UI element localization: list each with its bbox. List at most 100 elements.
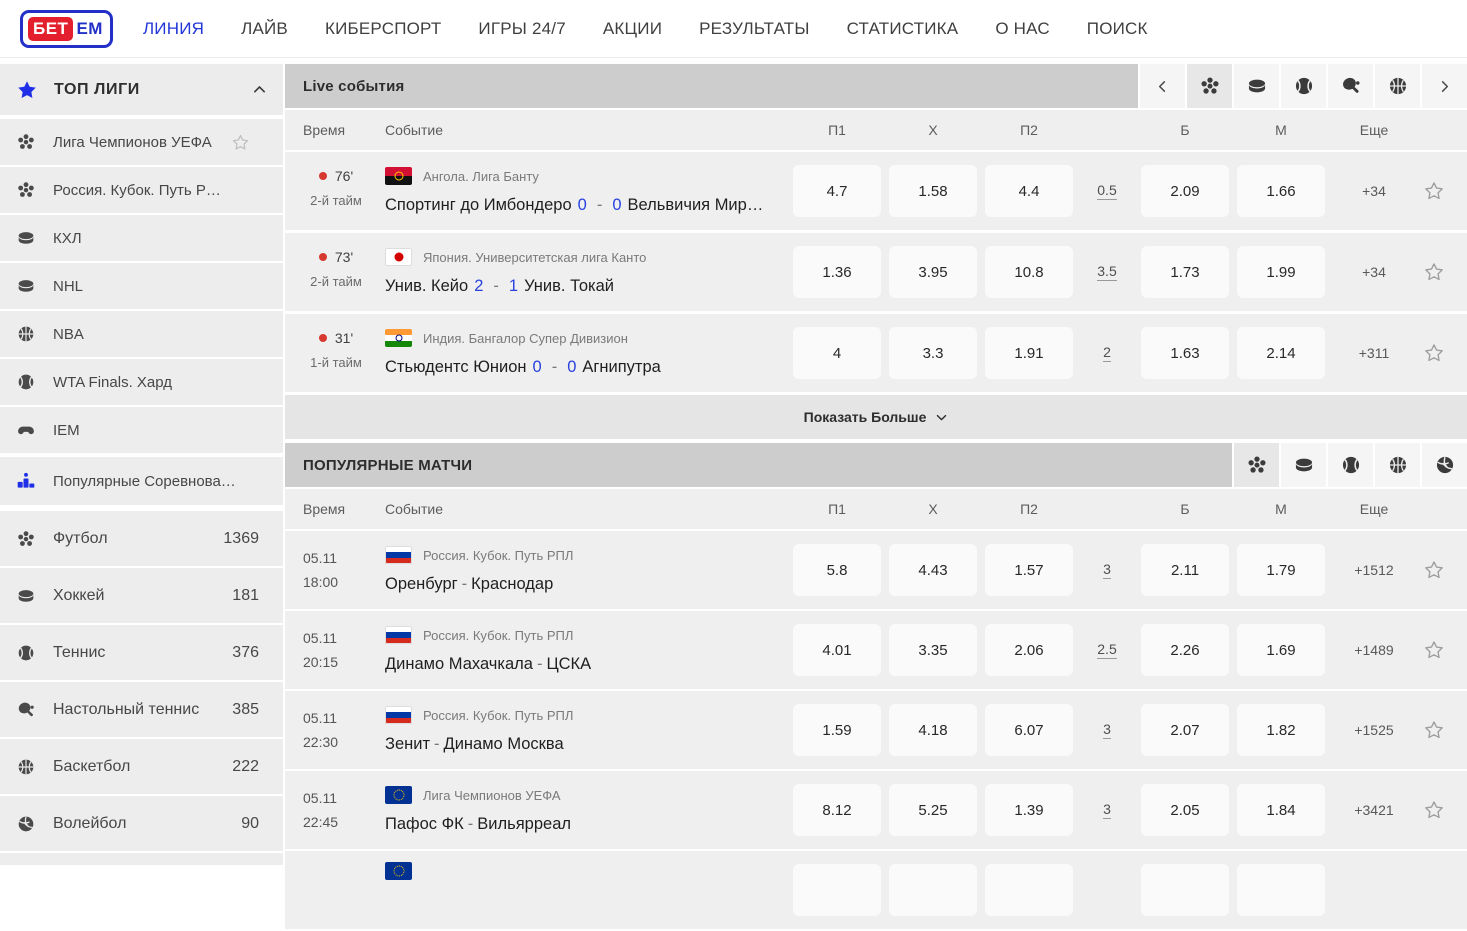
nav-search[interactable]: ПОИСК bbox=[1086, 18, 1148, 38]
popular-tab-tennis[interactable] bbox=[1328, 443, 1373, 487]
sidebar-item-football[interactable]: Футбол 1369 bbox=[0, 511, 283, 566]
odd-x[interactable]: 3.95 bbox=[889, 246, 977, 298]
league-name[interactable]: Россия. Кубок. Путь РПЛ bbox=[423, 548, 574, 563]
sidebar-item-basketball[interactable]: Баскетбол 222 bbox=[0, 739, 283, 794]
odd-x[interactable]: 3.35 bbox=[889, 624, 977, 676]
odd-under[interactable]: 1.79 bbox=[1237, 544, 1325, 596]
more-bets-link[interactable]: +34 bbox=[1362, 264, 1386, 280]
odd-over[interactable] bbox=[1141, 864, 1229, 916]
odd-over[interactable]: 2.26 bbox=[1141, 624, 1229, 676]
nav-games-24-7[interactable]: ИГРЫ 24/7 bbox=[478, 18, 566, 38]
odd-under[interactable]: 1.84 bbox=[1237, 784, 1325, 836]
nav-results[interactable]: РЕЗУЛЬТАТЫ bbox=[699, 18, 810, 38]
more-bets-link[interactable]: +311 bbox=[1358, 345, 1390, 361]
odd-x[interactable]: 4.43 bbox=[889, 544, 977, 596]
odd-x[interactable]: 5.25 bbox=[889, 784, 977, 836]
match-teams[interactable]: Пафос ФК - Вильярреал bbox=[385, 815, 571, 833]
odd-p2[interactable]: 6.07 bbox=[985, 704, 1073, 756]
odd-over[interactable]: 2.11 bbox=[1141, 544, 1229, 596]
odd-p1[interactable]: 1.36 bbox=[793, 246, 881, 298]
top-leagues-header[interactable]: ТОП ЛИГИ bbox=[0, 64, 283, 115]
odd-p2[interactable]: 4.4 bbox=[985, 165, 1073, 217]
more-bets-link[interactable]: +1489 bbox=[1354, 642, 1394, 658]
nav-liniya[interactable]: ЛИНИЯ bbox=[142, 18, 205, 38]
odd-under[interactable]: 1.69 bbox=[1237, 624, 1325, 676]
league-name[interactable]: Япония. Университетская лига Канто bbox=[423, 250, 647, 265]
nav-promos[interactable]: АКЦИИ bbox=[602, 18, 663, 38]
odd-p1[interactable]: 4 bbox=[793, 327, 881, 379]
popular-tab-volleyball[interactable] bbox=[1422, 443, 1467, 487]
favorite-star-icon[interactable] bbox=[1423, 719, 1445, 741]
odd-over[interactable]: 1.73 bbox=[1141, 246, 1229, 298]
odd-over[interactable]: 1.63 bbox=[1141, 327, 1229, 379]
odd-p2[interactable]: 1.91 bbox=[985, 327, 1073, 379]
sidebar-item-volleyball[interactable]: Волейбол 90 bbox=[0, 796, 283, 851]
match-teams[interactable]: Динамо Махачкала - ЦСКА bbox=[385, 655, 592, 673]
sidebar-item-nhl[interactable]: NHL bbox=[0, 263, 283, 309]
odd-p1[interactable]: 4.7 bbox=[793, 165, 881, 217]
popular-tab-basketball[interactable] bbox=[1375, 443, 1420, 487]
odd-under[interactable]: 1.82 bbox=[1237, 704, 1325, 756]
odd-p2[interactable]: 1.57 bbox=[985, 544, 1073, 596]
more-bets-link[interactable]: +1512 bbox=[1354, 562, 1394, 578]
popular-tab-football[interactable] bbox=[1234, 443, 1279, 487]
sidebar-item-khl[interactable]: КХЛ bbox=[0, 215, 283, 261]
odd-x[interactable]: 3.3 bbox=[889, 327, 977, 379]
odd-p1[interactable] bbox=[793, 864, 881, 916]
favorite-star-icon[interactable] bbox=[1423, 342, 1445, 364]
league-name[interactable]: Лига Чемпионов УЕФА bbox=[423, 788, 561, 803]
sidebar-item-table-tennis[interactable]: Настольный теннис 385 bbox=[0, 682, 283, 737]
odd-under[interactable]: 2.14 bbox=[1237, 327, 1325, 379]
odd-under[interactable] bbox=[1237, 864, 1325, 916]
match-teams[interactable]: Унив. Кейо 2-1 Унив. Токай bbox=[385, 277, 615, 295]
popular-tab-hockey[interactable] bbox=[1281, 443, 1326, 487]
odd-x[interactable]: 1.58 bbox=[889, 165, 977, 217]
match-teams[interactable]: Зенит - Динамо Москва bbox=[385, 735, 564, 753]
show-more-button[interactable]: Показать Больше bbox=[285, 395, 1467, 439]
favorite-star-icon[interactable] bbox=[1423, 180, 1445, 202]
sidebar-item-russia-cup[interactable]: Россия. Кубок. Путь Р… bbox=[0, 167, 283, 213]
odd-p2[interactable] bbox=[985, 864, 1073, 916]
odd-p1[interactable]: 5.8 bbox=[793, 544, 881, 596]
nav-about[interactable]: О НАС bbox=[995, 18, 1050, 38]
live-tab-basketball[interactable] bbox=[1375, 64, 1420, 108]
odd-over[interactable]: 2.05 bbox=[1141, 784, 1229, 836]
live-tab-tennis[interactable] bbox=[1281, 64, 1326, 108]
sidebar-item-ucl[interactable]: Лига Чемпионов УЕФА bbox=[0, 119, 283, 165]
live-tab-table-tennis[interactable] bbox=[1328, 64, 1373, 108]
sidebar-item-iem[interactable]: IEM bbox=[0, 407, 283, 453]
odd-p2[interactable]: 1.39 bbox=[985, 784, 1073, 836]
league-name[interactable]: Ангола. Лига Банту bbox=[423, 169, 539, 184]
more-bets-link[interactable]: +3421 bbox=[1354, 802, 1394, 818]
odd-x[interactable]: 4.18 bbox=[889, 704, 977, 756]
odd-over[interactable]: 2.07 bbox=[1141, 704, 1229, 756]
sidebar-item-wta[interactable]: WTA Finals. Хард bbox=[0, 359, 283, 405]
odd-under[interactable]: 1.99 bbox=[1237, 246, 1325, 298]
league-name[interactable]: Индия. Бангалор Супер Дивизион bbox=[423, 331, 628, 346]
nav-cybersport[interactable]: КИБЕРСПОРТ bbox=[324, 18, 442, 38]
nav-statistics[interactable]: СТАТИСТИКА bbox=[846, 18, 959, 38]
odd-p1[interactable]: 4.01 bbox=[793, 624, 881, 676]
odd-p2[interactable]: 2.06 bbox=[985, 624, 1073, 676]
live-tabs-next-button[interactable] bbox=[1422, 64, 1467, 108]
favorite-star-icon[interactable] bbox=[1423, 799, 1445, 821]
odd-x[interactable] bbox=[889, 864, 977, 916]
live-tabs-prev-button[interactable] bbox=[1140, 64, 1185, 108]
match-teams[interactable]: Стьюдентс Юнион 0-0 Агнипутра bbox=[385, 358, 661, 376]
favorite-star-icon[interactable] bbox=[1423, 639, 1445, 661]
odd-over[interactable]: 2.09 bbox=[1141, 165, 1229, 217]
favorite-star-icon[interactable] bbox=[1423, 261, 1445, 283]
favorite-star-icon[interactable] bbox=[231, 133, 250, 152]
odd-under[interactable]: 1.66 bbox=[1237, 165, 1325, 217]
sidebar-item-hockey[interactable]: Хоккей 181 bbox=[0, 568, 283, 623]
sidebar-item-tennis[interactable]: Теннис 376 bbox=[0, 625, 283, 680]
league-name[interactable]: Россия. Кубок. Путь РПЛ bbox=[423, 708, 574, 723]
sidebar-item-popular-competitions[interactable]: Популярные Соревнова… bbox=[0, 457, 283, 505]
league-name[interactable]: Россия. Кубок. Путь РПЛ bbox=[423, 628, 574, 643]
live-tab-football[interactable] bbox=[1187, 64, 1232, 108]
nav-live[interactable]: ЛАЙВ bbox=[241, 18, 288, 38]
match-teams[interactable]: Оренбург - Краснодар bbox=[385, 575, 554, 593]
favorite-star-icon[interactable] bbox=[1423, 559, 1445, 581]
more-bets-link[interactable]: +34 bbox=[1362, 183, 1386, 199]
odd-p2[interactable]: 10.8 bbox=[985, 246, 1073, 298]
